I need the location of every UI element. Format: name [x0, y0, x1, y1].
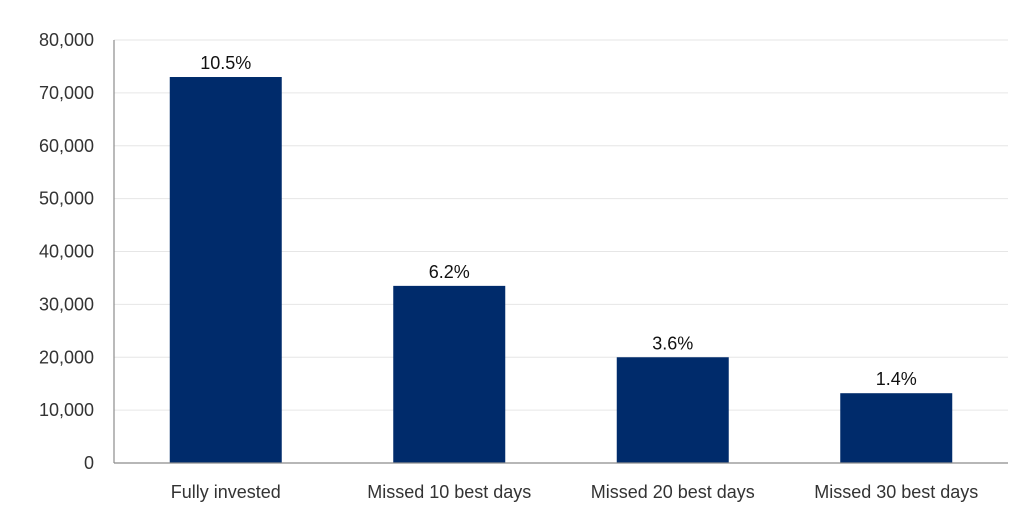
y-tick-label: 0	[84, 453, 94, 473]
data-labels: 10.5% 6.2% 3.6% 1.4%	[200, 53, 917, 389]
bar-data-label: 3.6%	[652, 333, 693, 353]
y-tick-label: 60,000	[39, 136, 94, 156]
y-tick-label: 10,000	[39, 400, 94, 420]
y-tick-label: 70,000	[39, 83, 94, 103]
y-tick-label: 40,000	[39, 242, 94, 262]
bar	[169, 77, 282, 463]
x-category-label: Missed 30 best days	[814, 482, 978, 502]
y-tick-label: 30,000	[39, 294, 94, 314]
x-category-label: Fully invested	[171, 482, 281, 502]
bar	[840, 393, 953, 463]
bar-data-label: 10.5%	[200, 53, 251, 73]
x-category-label: Missed 10 best days	[367, 482, 531, 502]
y-tick-label: 80,000	[39, 30, 94, 50]
y-tick-label: 20,000	[39, 347, 94, 367]
bar	[616, 357, 729, 463]
y-tick-label: 50,000	[39, 189, 94, 209]
bar-data-label: 1.4%	[876, 369, 917, 389]
y-axis-tick-labels: 0 10,000 20,000 30,000 40,000 50,000 60,000 70,…	[39, 30, 94, 473]
x-category-label: Missed 20 best days	[591, 482, 755, 502]
bar	[393, 285, 506, 463]
x-axis-category-labels: Fully invested Missed 10 best days Missed …	[171, 482, 979, 502]
bar-data-label: 6.2%	[429, 262, 470, 282]
bars	[169, 77, 953, 463]
